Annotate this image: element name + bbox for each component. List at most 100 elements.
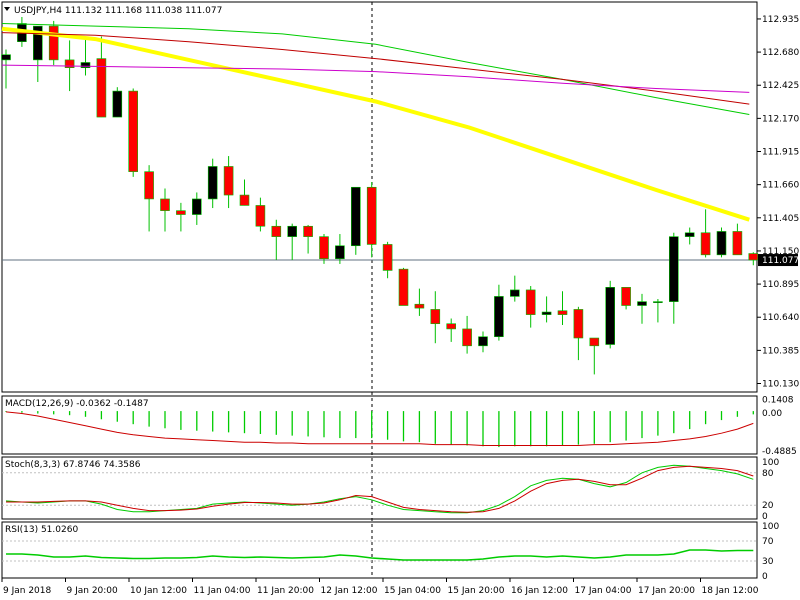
rsi-group: 100 70 30 0: [2, 522, 779, 582]
candle-body: [207, 166, 218, 200]
axis-labels-group: 112.935 112.680 112.425 112.170 111.915 111.6…: [1, 15, 799, 596]
candle-body: [509, 289, 520, 297]
candle-body: [573, 309, 584, 339]
candle-body: [700, 232, 711, 256]
rsi-scale-label: 0: [762, 572, 768, 582]
candle-body: [255, 205, 266, 227]
stoch-main-line: [5, 464, 754, 514]
time-tick-label: 11 Jan 04:00: [194, 586, 251, 596]
candle-body: [223, 166, 234, 196]
main-chart-frame[interactable]: [1, 1, 758, 393]
stoch-scale-label: 20: [762, 501, 774, 511]
candle-body: [271, 225, 282, 237]
time-tick-label: 15 Jan 20:00: [448, 586, 505, 596]
time-tick-label: 9 Jan 2018: [3, 586, 51, 596]
moving-average-yellow: [1, 26, 750, 222]
candle-body: [112, 90, 123, 118]
time-tick-label: 17 Jan 20:00: [638, 586, 695, 596]
current-price-label: 111.077: [762, 256, 799, 266]
candle-body: [144, 171, 154, 200]
price-tick-label: 110.895: [762, 280, 799, 290]
candle-body: [557, 310, 568, 315]
stoch-scale-label: 100: [762, 458, 779, 468]
stoch-scale-label: 0: [762, 512, 768, 522]
price-tick-label: 110.385: [762, 346, 799, 356]
macd-label: MACD(12,26,9) -0.0362 -0.1487: [5, 399, 149, 409]
time-tick-label: 12 Jan 12:00: [321, 586, 378, 596]
candle-body: [494, 296, 504, 338]
rsi-scale-label: 100: [762, 522, 779, 532]
rsi-line: [6, 549, 754, 561]
candle-body: [382, 244, 393, 271]
price-tick-label: 112.170: [762, 114, 799, 124]
candle-body: [96, 58, 107, 118]
time-tick-label: 9 Jan 20:00: [67, 586, 119, 596]
candle-body: [732, 231, 743, 256]
candle-body: [621, 287, 631, 306]
stoch-signal-line: [6, 465, 754, 513]
candle-body: [398, 268, 409, 306]
candle-body: [287, 225, 298, 237]
candles-group: [1, 16, 759, 375]
candle-body: [160, 198, 170, 211]
time-tick-label: 10 Jan 12:00: [130, 586, 187, 596]
candle-body: [128, 90, 138, 172]
rsi-label: RSI(13) 51.0260: [5, 525, 78, 535]
time-tick-label: 17 Jan 04:00: [575, 586, 632, 596]
macd-signal-line: [5, 411, 754, 446]
stoch-panel-frame[interactable]: [1, 456, 758, 520]
price-tick-label: 111.150: [762, 247, 799, 257]
candle-body: [239, 194, 250, 206]
time-tick-label: 11 Jan 20:00: [257, 586, 314, 596]
time-tick-label: 16 Jan 12:00: [511, 586, 568, 596]
candle-body: [303, 225, 313, 237]
rsi-panel-frame[interactable]: [1, 521, 758, 579]
macd-scale-label: 0.1408: [762, 396, 794, 406]
moving-averages-group: [1, 23, 750, 222]
macd-group: 0.1408 0.00 -0.4885: [5, 396, 797, 457]
candle-body: [350, 186, 361, 247]
candle-body: [668, 236, 679, 302]
candle-body: [48, 25, 59, 61]
candle-body: [366, 186, 377, 245]
candle-body: [589, 337, 600, 347]
price-tick-label: 110.640: [762, 313, 799, 323]
candle-body: [414, 303, 425, 309]
candle-body: [748, 253, 759, 261]
candle-body: [525, 289, 536, 315]
title-dropdown-icon[interactable]: [4, 7, 10, 11]
candle-body: [192, 198, 202, 215]
candle-body: [541, 311, 552, 315]
price-tick-label: 112.425: [762, 81, 799, 91]
candle-body: [653, 301, 663, 303]
stoch-label: Stoch(8,3,3) 67.8746 74.3586: [5, 460, 141, 470]
price-tick-label: 111.915: [762, 148, 799, 158]
current-price-badge: [758, 254, 798, 267]
macd-panel-frame[interactable]: [1, 395, 758, 455]
candle-body: [605, 287, 616, 345]
moving-average-green: [1, 23, 750, 115]
time-tick-label: 15 Jan 04:00: [384, 586, 441, 596]
candle-body: [478, 336, 488, 347]
price-tick-label: 112.680: [762, 48, 799, 58]
candle-body: [1, 54, 11, 61]
candle-body: [319, 236, 329, 260]
price-tick-label: 110.130: [762, 380, 799, 390]
candle-body: [335, 245, 345, 260]
stoch-scale-label: 80: [762, 469, 774, 479]
price-tick-label: 111.405: [762, 214, 799, 224]
macd-scale-label: 0.00: [762, 409, 782, 419]
macd-scale-label: -0.4885: [762, 447, 797, 457]
rsi-scale-label: 30: [762, 557, 774, 567]
candle-body: [80, 62, 91, 68]
chart-title: USDJPY,H4 111.132 111.168 111.038 111.07…: [14, 6, 222, 16]
candle-body: [64, 59, 75, 68]
candle-body: [446, 323, 457, 330]
price-tick-label: 111.660: [762, 181, 799, 191]
rsi-scale-label: 70: [762, 537, 774, 547]
candle-body: [684, 232, 695, 237]
candle-body: [637, 301, 647, 306]
candle-body: [176, 210, 186, 215]
